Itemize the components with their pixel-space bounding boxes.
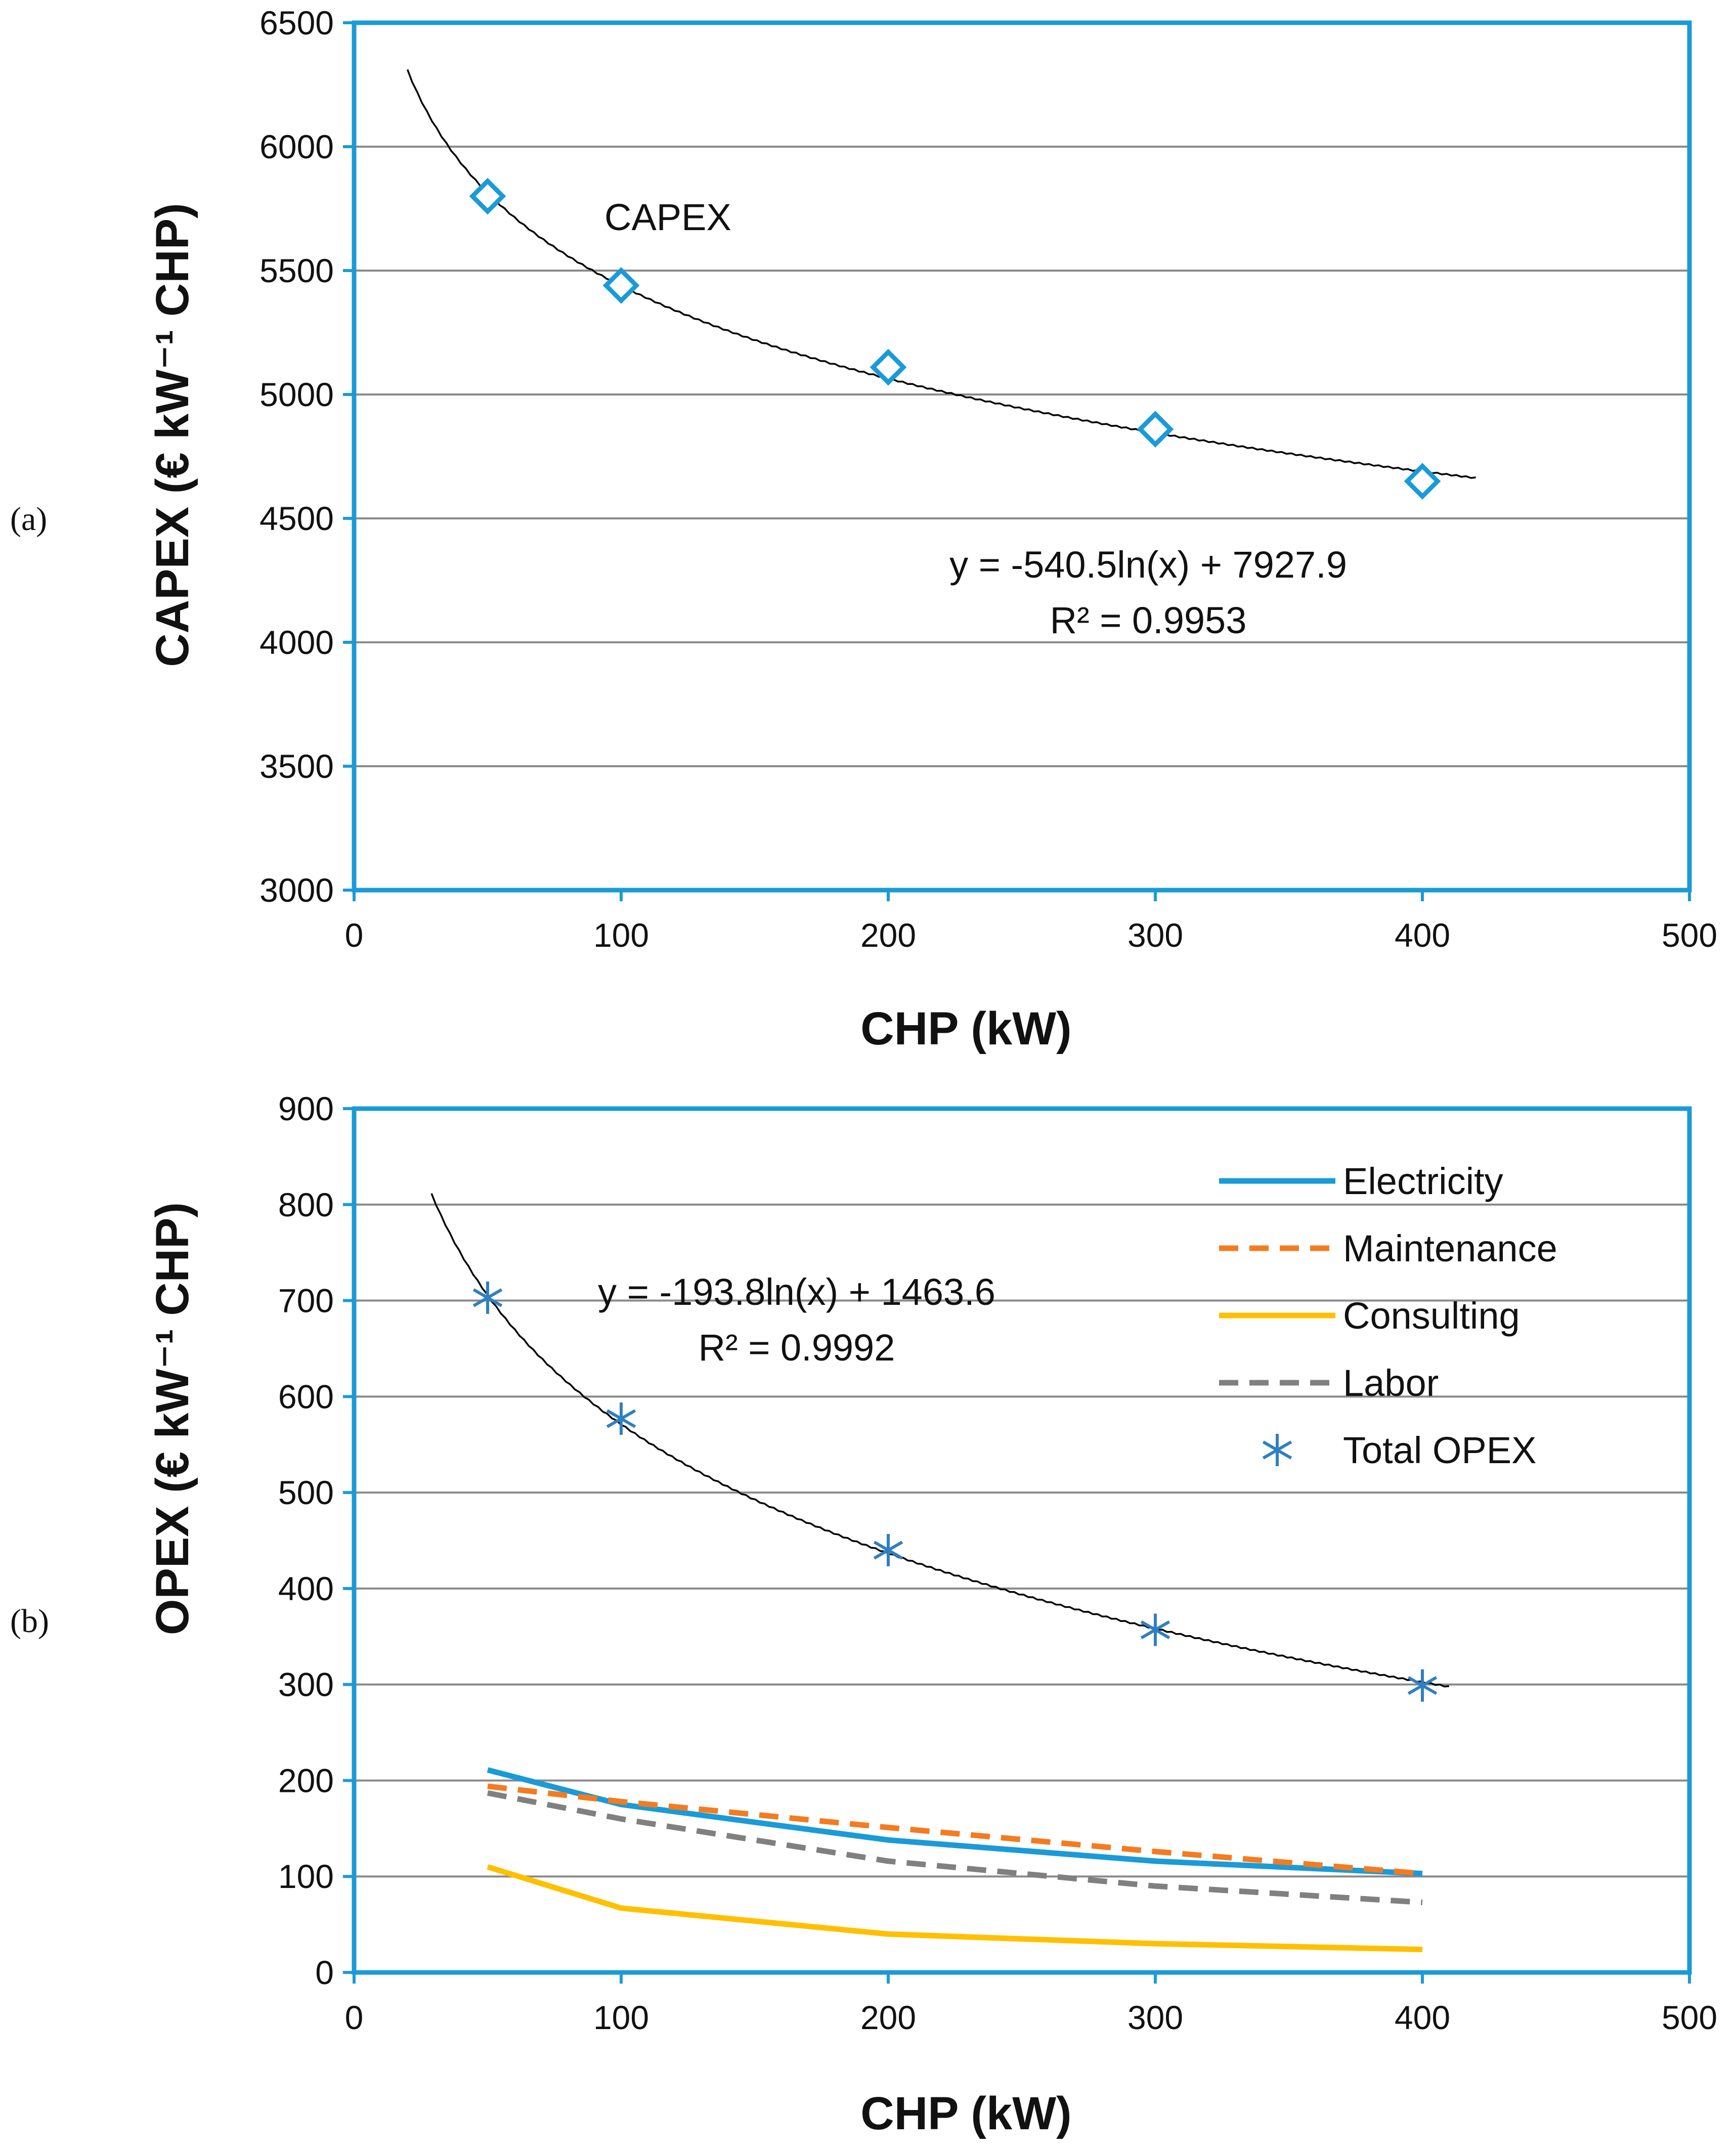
capex-series-label: CAPEX	[604, 196, 731, 238]
capex-x-tick-label: 200	[860, 916, 916, 954]
capex-markers	[469, 178, 1441, 500]
opex-panel-label: (b)	[10, 1603, 49, 1640]
capex-y-ticks: 3000 3500 4000 4500 5000 5500 6000 6500	[259, 4, 354, 909]
opex-y-tick-label: 0	[315, 1954, 334, 1991]
capex-gridlines	[354, 146, 1689, 767]
legend-total-opex-label: Total OPEX	[1343, 1429, 1537, 1471]
total-opex-data-point	[472, 1281, 503, 1314]
opex-y-ticks: 0 100 200 300 400 500 600 700 800 900	[278, 1090, 354, 1991]
chart-capex: 3000 3500 4000 4500 5000 5500 6000 6500 0 100 200…	[10, 4, 1717, 1055]
capex-y-tick-label: 3000	[259, 871, 334, 909]
legend-total-opex-symbol	[1262, 1434, 1292, 1466]
opex-trendline	[430, 1193, 1449, 1688]
opex-gridlines	[354, 1203, 1689, 1878]
opex-x-ticks: 0 100 200 300 400 500	[345, 1972, 1717, 2036]
capex-x-tick-label: 0	[345, 916, 364, 954]
total-opex-data-point	[1407, 1669, 1438, 1702]
total-opex-data-point	[606, 1402, 636, 1435]
opex-y-tick-label: 500	[278, 1474, 334, 1511]
capex-data-point	[469, 178, 506, 215]
opex-x-tick-label: 200	[860, 1999, 916, 2036]
capex-y-tick-label: 4000	[259, 624, 334, 661]
opex-x-tick-label: 500	[1662, 1999, 1717, 2036]
total-opex-data-point-stroke	[606, 1409, 636, 1428]
total-opex-data-point-stroke	[873, 1541, 903, 1560]
opex-markers	[472, 1281, 1438, 1702]
total-opex-data-point-stroke	[472, 1288, 503, 1307]
chart-opex: 0 100 200 300 400 500 600 700 800 900 0 100 200 300 4…	[10, 1090, 1717, 2139]
capex-data-point	[870, 348, 907, 386]
capex-data-point	[602, 267, 640, 304]
maintenance-series-line	[487, 1783, 1423, 1876]
capex-y-tick-label: 5500	[259, 252, 334, 289]
capex-y-tick-label: 4500	[259, 500, 334, 537]
opex-y-tick-label: 800	[278, 1186, 334, 1223]
opex-y-tick-label: 200	[278, 1762, 334, 1799]
capex-data-point	[1404, 463, 1441, 500]
capex-x-tick-label: 300	[1127, 916, 1183, 954]
capex-y-tick-label: 3500	[259, 748, 334, 785]
capex-x-ticks: 0 100 200 300 400 500	[345, 890, 1717, 954]
capex-x-axis-title: CHP (kW)	[860, 1003, 1071, 1055]
capex-y-tick-label: 6000	[259, 128, 334, 165]
opex-y-axis-title: OPEX (€ kW⁻¹ CHP)	[147, 1202, 198, 1635]
opex-y-tick-label: 700	[278, 1282, 334, 1320]
opex-legend: Electricity Maintenance Consulting Labor Tot…	[1219, 1160, 1557, 1471]
legend-electricity-label: Electricity	[1343, 1160, 1503, 1202]
capex-data-point	[1137, 411, 1174, 448]
consulting-series-line	[487, 1864, 1423, 1952]
capex-x-tick-label: 100	[593, 916, 649, 954]
capex-y-axis-title: CAPEX (€ kW⁻¹ CHP)	[147, 203, 198, 667]
capex-trendline	[406, 69, 1476, 479]
capex-panel-label: (a)	[10, 501, 47, 538]
capex-r2: R² = 0.9953	[1050, 599, 1247, 641]
capex-equation: y = -540.5ln(x) + 7927.9	[949, 544, 1347, 586]
opex-x-axis-title: CHP (kW)	[860, 2088, 1071, 2139]
legend-consulting-label: Consulting	[1343, 1295, 1520, 1337]
total-opex-data-point	[873, 1533, 903, 1566]
opex-y-tick-label: 600	[278, 1378, 334, 1415]
opex-r2: R² = 0.9992	[699, 1327, 895, 1369]
opex-x-tick-label: 0	[345, 1999, 364, 2036]
total-opex-data-point-stroke	[1407, 1676, 1438, 1695]
opex-x-tick-label: 100	[593, 1999, 649, 2036]
capex-y-tick-label: 6500	[259, 4, 334, 41]
opex-y-tick-label: 300	[278, 1666, 334, 1703]
legend-labor-label: Labor	[1343, 1362, 1439, 1404]
opex-trendline-group	[430, 1193, 1449, 1688]
opex-y-tick-label: 400	[278, 1570, 334, 1607]
opex-plot-frame	[352, 1106, 1692, 1975]
capex-y-tick-label: 5000	[259, 376, 334, 413]
total-opex-data-point	[1140, 1613, 1170, 1646]
total-opex-data-point-stroke	[1140, 1620, 1170, 1640]
capex-trendline-group	[406, 69, 1476, 479]
opex-x-tick-label: 300	[1127, 1999, 1183, 2036]
opex-x-tick-label: 400	[1395, 1999, 1450, 2036]
capex-plot-frame	[352, 20, 1692, 893]
opex-y-tick-label: 900	[278, 1090, 334, 1127]
electricity-series-line	[487, 1767, 1423, 1876]
capex-x-tick-label: 500	[1662, 916, 1717, 954]
opex-equation: y = -193.8ln(x) + 1463.6	[598, 1271, 995, 1313]
opex-series-lines	[487, 1767, 1423, 1952]
legend-maintenance-label: Maintenance	[1343, 1227, 1557, 1269]
capex-x-tick-label: 400	[1395, 916, 1450, 954]
opex-y-tick-label: 100	[278, 1858, 334, 1895]
labor-series-line	[487, 1790, 1423, 1905]
legend-total-opex-symbol-stroke	[1262, 1440, 1292, 1460]
